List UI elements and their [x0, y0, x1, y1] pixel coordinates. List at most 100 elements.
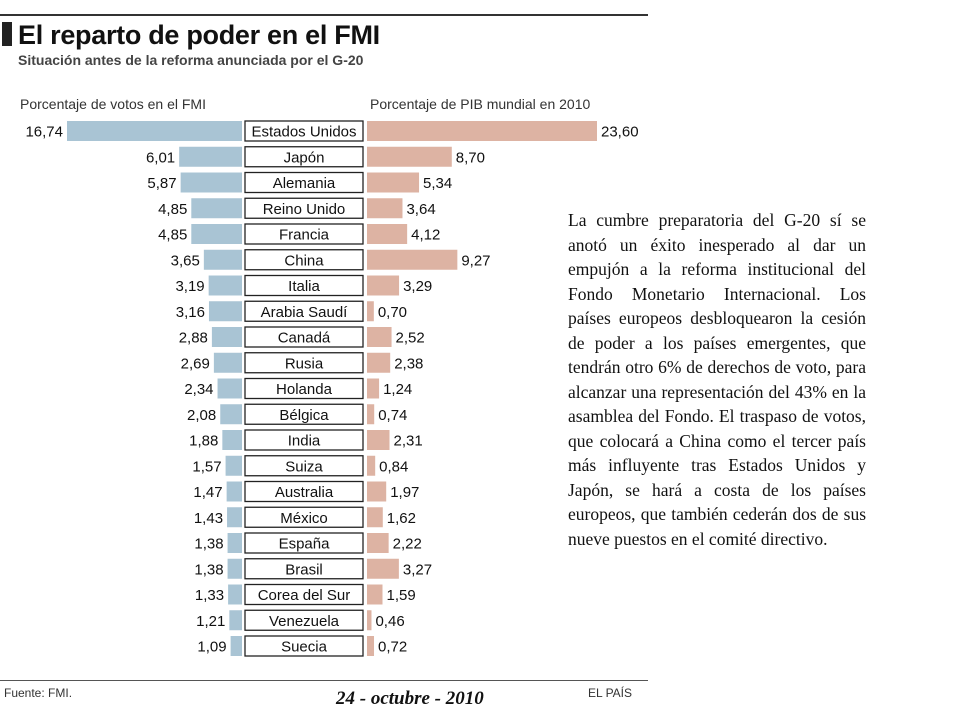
country-label: Reino Unido — [263, 201, 346, 218]
pib-value-label: 0,84 — [379, 458, 408, 475]
votes-value-label: 2,08 — [187, 407, 216, 424]
votes-bar — [220, 404, 242, 425]
country-box — [244, 223, 364, 245]
pib-bar — [367, 636, 375, 656]
pib-bar — [367, 558, 399, 579]
country-box — [244, 146, 364, 168]
country-label: Brasil — [285, 561, 323, 578]
pib-value-label: 0,70 — [378, 304, 407, 321]
votes-value-label: 1,21 — [196, 613, 225, 630]
country-box — [244, 352, 364, 374]
votes-bar — [217, 378, 242, 399]
votes-value-label: 3,16 — [176, 304, 205, 321]
pib-value-label: 3,27 — [403, 561, 432, 578]
country-box — [244, 583, 364, 606]
votes-value-label: 1,09 — [197, 639, 226, 656]
country-box — [244, 274, 364, 297]
votes-value-label: 1,38 — [194, 561, 223, 578]
pib-value-label: 23,60 — [601, 124, 639, 141]
pib-value-label: 1,97 — [390, 484, 419, 501]
country-box — [244, 609, 364, 631]
votes-bar — [230, 636, 242, 656]
votes-value-label: 3,19 — [175, 278, 204, 295]
pib-bar — [367, 507, 383, 528]
chart-subtitle: Situación antes de la reforma anunciada … — [18, 52, 364, 68]
country-box — [244, 506, 364, 528]
votes-bar — [222, 430, 242, 450]
country-label: India — [288, 433, 321, 450]
pib-bar — [367, 198, 403, 219]
votes-value-label: 6,01 — [146, 149, 175, 166]
country-box — [244, 197, 364, 219]
country-label: Estados Unidos — [251, 124, 356, 141]
pib-bar — [367, 584, 383, 605]
country-box — [244, 403, 364, 425]
pib-value-label: 1,59 — [386, 587, 415, 604]
votes-bar — [179, 146, 242, 167]
votes-bar — [208, 301, 242, 322]
publication-date: 24 - octubre - 2010 — [336, 688, 484, 709]
votes-bar — [227, 558, 242, 579]
pib-bar — [367, 533, 389, 553]
country-label: Italia — [288, 278, 320, 295]
pib-bar — [367, 301, 374, 322]
votes-bar — [67, 121, 242, 141]
votes-value-label: 4,85 — [158, 201, 187, 218]
pib-bar — [367, 378, 380, 399]
country-box — [244, 429, 364, 451]
votes-value-label: 1,88 — [189, 433, 218, 450]
votes-bar — [227, 533, 242, 553]
country-box — [244, 558, 364, 580]
votes-bar — [228, 584, 242, 605]
votes-bar — [191, 224, 242, 244]
votes-bar — [180, 172, 242, 193]
votes-bar — [227, 507, 242, 528]
pib-value-label: 9,27 — [461, 252, 490, 269]
country-label: Japón — [284, 149, 325, 166]
pib-bar — [367, 275, 400, 296]
country-box — [244, 532, 364, 554]
country-label: Bélgica — [279, 407, 329, 424]
pib-value-label: 0,74 — [378, 407, 407, 424]
country-label: Holanda — [276, 381, 333, 398]
votes-value-label: 4,85 — [158, 227, 187, 244]
country-box — [244, 635, 364, 657]
country-label: Arabia Saudí — [261, 304, 349, 321]
votes-value-label: 2,69 — [181, 355, 210, 372]
pib-bar — [367, 404, 375, 425]
article-text: La cumbre preparatoria del G-20 sí se an… — [568, 210, 866, 549]
votes-bar — [208, 275, 242, 296]
country-label: España — [279, 536, 331, 553]
pib-bar — [367, 610, 372, 631]
pib-value-label: 4,12 — [411, 227, 440, 244]
votes-value-label: 3,65 — [171, 252, 200, 269]
pib-bar — [367, 430, 390, 450]
country-label: Suiza — [285, 458, 323, 475]
country-label: Rusia — [285, 355, 324, 372]
country-box — [244, 455, 364, 477]
country-label: China — [284, 252, 324, 269]
votes-bar — [213, 352, 242, 373]
source-note: Fuente: FMI. — [4, 686, 73, 700]
votes-bar — [225, 455, 242, 476]
country-box — [244, 377, 364, 400]
votes-value-label: 2,88 — [179, 330, 208, 347]
country-box — [244, 480, 364, 503]
top-rule — [0, 14, 648, 16]
votes-bar — [229, 610, 242, 631]
votes-series-label: Porcentaje de votos en el FMI — [20, 96, 206, 112]
votes-value-label: 1,57 — [192, 458, 221, 475]
bottom-rule — [0, 680, 648, 681]
country-label: Suecia — [281, 639, 328, 656]
pib-value-label: 2,52 — [396, 330, 425, 347]
votes-value-label: 1,33 — [195, 587, 224, 604]
votes-bar — [203, 249, 242, 270]
votes-value-label: 1,47 — [193, 484, 222, 501]
pib-value-label: 0,72 — [378, 639, 407, 656]
votes-value-label: 16,74 — [25, 124, 63, 141]
country-label: México — [280, 510, 328, 527]
votes-bar — [226, 481, 242, 502]
pib-bar — [367, 455, 376, 476]
pib-bar — [367, 224, 408, 244]
votes-value-label: 2,34 — [184, 381, 213, 398]
